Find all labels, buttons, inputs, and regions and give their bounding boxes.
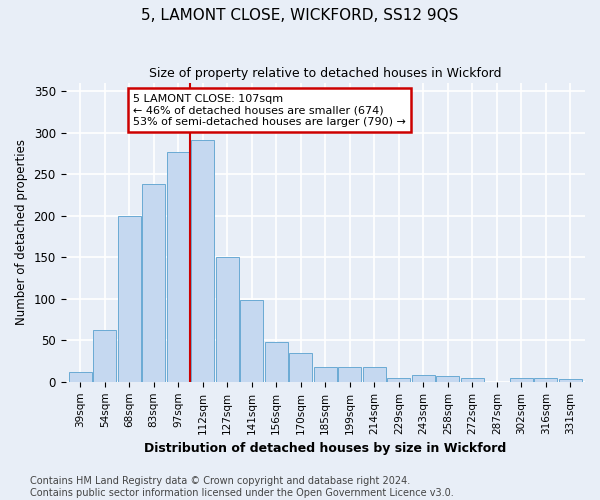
- Text: Contains HM Land Registry data © Crown copyright and database right 2024.
Contai: Contains HM Land Registry data © Crown c…: [30, 476, 454, 498]
- Text: 5 LAMONT CLOSE: 107sqm
← 46% of detached houses are smaller (674)
53% of semi-de: 5 LAMONT CLOSE: 107sqm ← 46% of detached…: [133, 94, 406, 126]
- Bar: [387, 378, 410, 382]
- Bar: [240, 300, 263, 382]
- Bar: [534, 378, 557, 382]
- Bar: [338, 367, 361, 382]
- Bar: [362, 367, 386, 382]
- Bar: [314, 367, 337, 382]
- Bar: [167, 152, 190, 382]
- Bar: [142, 184, 166, 382]
- Bar: [68, 372, 92, 382]
- Bar: [289, 353, 313, 382]
- Bar: [215, 258, 239, 382]
- Title: Size of property relative to detached houses in Wickford: Size of property relative to detached ho…: [149, 68, 502, 80]
- Bar: [559, 380, 582, 382]
- Bar: [93, 330, 116, 382]
- Bar: [412, 375, 435, 382]
- Bar: [436, 376, 460, 382]
- Bar: [118, 216, 141, 382]
- Bar: [191, 140, 214, 382]
- Text: 5, LAMONT CLOSE, WICKFORD, SS12 9QS: 5, LAMONT CLOSE, WICKFORD, SS12 9QS: [142, 8, 458, 22]
- X-axis label: Distribution of detached houses by size in Wickford: Distribution of detached houses by size …: [144, 442, 506, 455]
- Bar: [461, 378, 484, 382]
- Y-axis label: Number of detached properties: Number of detached properties: [15, 140, 28, 326]
- Bar: [265, 342, 288, 382]
- Bar: [509, 378, 533, 382]
